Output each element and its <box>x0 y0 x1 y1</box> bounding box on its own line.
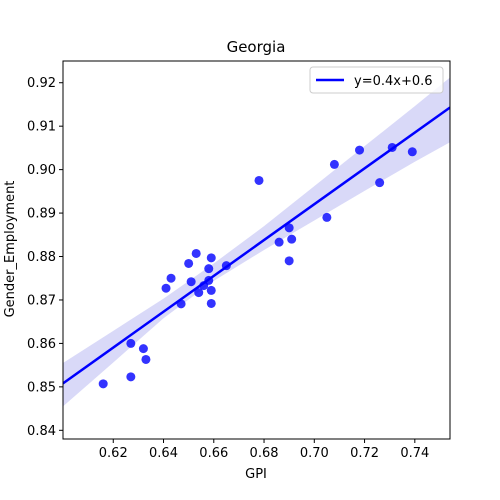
data-point <box>184 258 194 268</box>
y-tick-label: 0.91 <box>27 120 56 135</box>
data-point <box>329 159 339 169</box>
data-point <box>206 253 216 263</box>
data-point <box>176 299 186 309</box>
data-point <box>254 175 264 185</box>
data-point <box>126 338 136 348</box>
y-tick-label: 0.88 <box>27 250 56 265</box>
data-point <box>387 142 397 152</box>
chart-title: Georgia <box>227 38 286 56</box>
y-tick-label: 0.87 <box>27 293 56 308</box>
data-point <box>138 344 148 354</box>
plot-area: 0.62 0.64 0.66 0.68 0.70 0.72 0.74 0.84 0.85 0.86… <box>27 60 451 461</box>
data-point <box>274 237 284 247</box>
data-point <box>166 273 176 283</box>
data-point <box>284 223 294 233</box>
y-tick-label: 0.86 <box>27 337 56 352</box>
data-point <box>204 264 214 274</box>
legend-box <box>309 66 444 94</box>
data-point <box>98 379 108 389</box>
y-tick-label: 0.90 <box>27 163 56 178</box>
x-tick-label: 0.68 <box>250 446 279 461</box>
data-point <box>355 145 365 155</box>
data-point <box>126 372 136 382</box>
data-point <box>375 178 385 188</box>
data-point <box>191 248 201 258</box>
data-point <box>287 234 297 244</box>
data-point <box>204 275 214 285</box>
plot-frame <box>62 60 451 440</box>
x-axis-label: GPI <box>245 467 267 482</box>
data-point <box>284 256 294 266</box>
x-tick-label: 0.74 <box>400 446 429 461</box>
x-tick-label: 0.66 <box>199 446 228 461</box>
data-point <box>206 285 216 295</box>
x-tick-label: 0.70 <box>300 446 329 461</box>
data-point <box>141 354 151 364</box>
legend: y=0.4x+0.6 <box>309 66 444 94</box>
data-point <box>161 283 171 293</box>
y-tick-label: 0.85 <box>27 380 56 395</box>
legend-label: y=0.4x+0.6 <box>354 74 433 89</box>
x-tick-label: 0.64 <box>149 446 178 461</box>
data-point <box>407 147 417 157</box>
y-tick-label: 0.84 <box>27 424 56 439</box>
data-point <box>194 288 204 298</box>
y-axis-label: Gender_Employment <box>3 181 18 318</box>
data-point <box>186 277 196 287</box>
x-tick-label: 0.72 <box>350 446 379 461</box>
confidence-band <box>63 77 450 407</box>
data-point <box>206 298 216 308</box>
y-tick-label: 0.89 <box>27 207 56 222</box>
y-tick-label: 0.92 <box>27 76 56 91</box>
data-point <box>322 212 332 222</box>
regression-line <box>63 106 450 385</box>
x-tick-label: 0.62 <box>99 446 128 461</box>
data-point <box>221 261 231 271</box>
